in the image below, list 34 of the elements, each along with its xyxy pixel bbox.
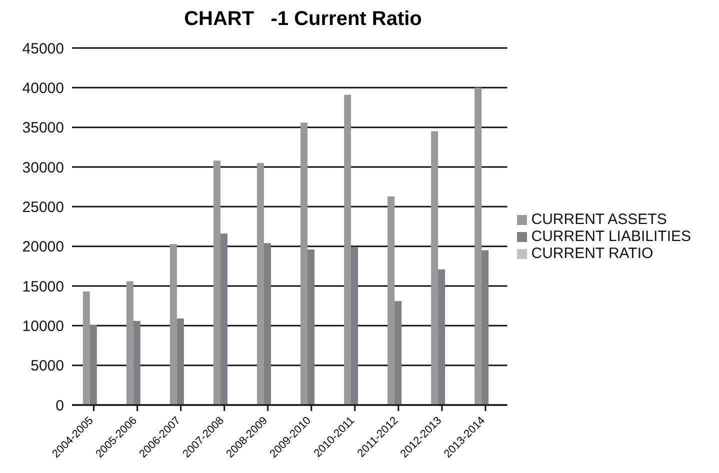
bar — [176, 318, 184, 405]
y-tick-label: 15000 — [22, 278, 64, 296]
y-tick-label: 25000 — [22, 198, 64, 216]
legend-label: CURRENT LIABILITIES — [531, 228, 691, 245]
chart-title: CHART -1 Current Ratio — [183, 8, 423, 31]
y-tick-label: 35000 — [22, 120, 64, 137]
bar — [351, 247, 358, 405]
bar — [220, 234, 228, 405]
bar — [482, 250, 489, 405]
bar — [431, 131, 438, 405]
y-tick-label: 5000 — [30, 358, 64, 375]
y-tick-label: 10000 — [22, 318, 64, 335]
bar — [90, 324, 97, 405]
bar — [438, 269, 446, 405]
bar — [394, 301, 402, 405]
y-tick-label: 20000 — [22, 238, 64, 256]
y-tick-label: 45000 — [22, 40, 64, 58]
bar — [264, 243, 271, 405]
legend-label: CURRENT RATIO — [531, 245, 654, 262]
bar — [82, 292, 90, 405]
bar — [300, 122, 308, 405]
bar — [474, 88, 482, 405]
y-tick-label: 0 — [56, 397, 64, 414]
bar — [126, 281, 134, 405]
bar — [388, 196, 395, 405]
bar — [213, 160, 220, 405]
bar — [256, 163, 264, 405]
bar — [170, 244, 177, 405]
bar — [133, 320, 140, 405]
legend-label: CURRENT ASSETS — [531, 211, 667, 228]
y-tick-label: 30000 — [22, 159, 64, 176]
bar — [308, 250, 314, 405]
bar — [344, 94, 352, 405]
y-tick-label: 40000 — [22, 80, 64, 97]
